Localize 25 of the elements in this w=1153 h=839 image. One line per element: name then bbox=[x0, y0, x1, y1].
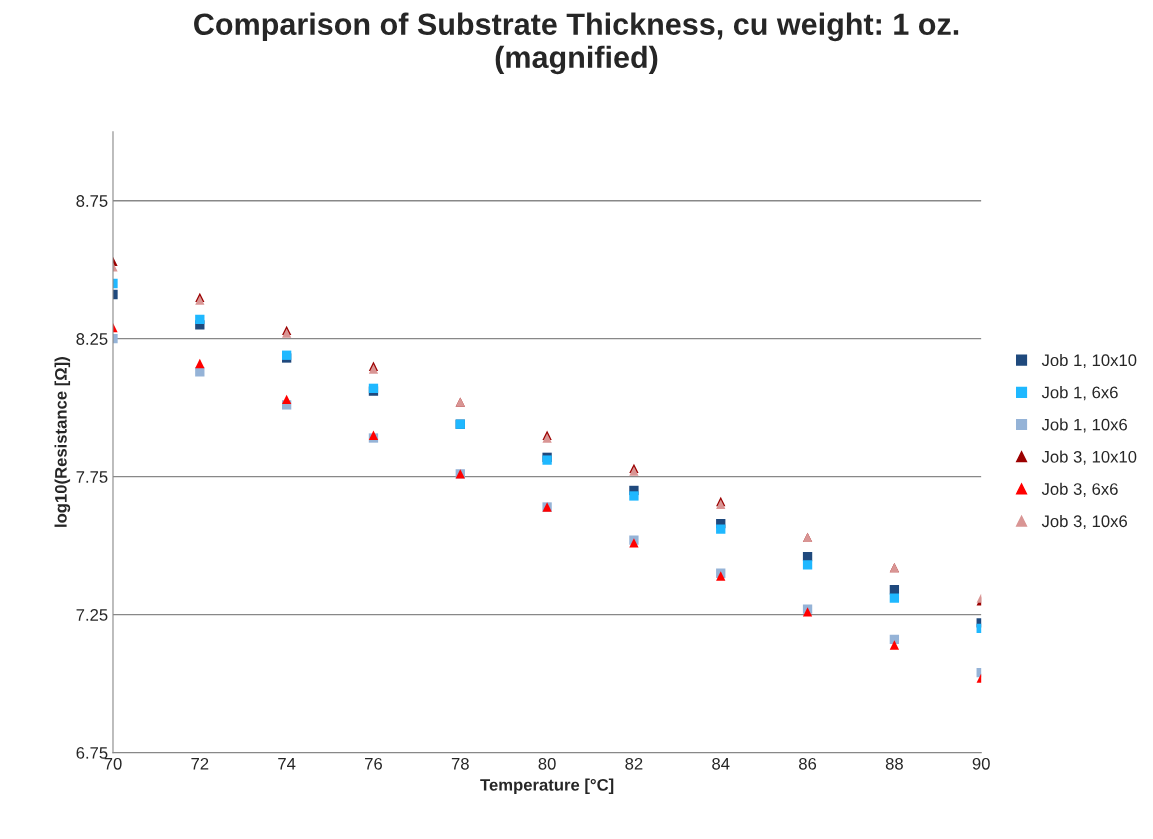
y-tick-label: 8.75 bbox=[76, 195, 108, 207]
y-tick-label: 6.75 bbox=[76, 746, 108, 759]
x-tick-label: 70 bbox=[104, 757, 122, 770]
x-tick-label: 74 bbox=[278, 758, 296, 770]
x-axis-title: Temperature [°C] bbox=[480, 778, 614, 795]
y-tick-label: 8.25 bbox=[76, 333, 108, 345]
legend-label: Job 3, 10x10 bbox=[1041, 450, 1137, 465]
x-tick-label: 86 bbox=[799, 757, 817, 770]
legend-label: Job 3, 6x6 bbox=[1041, 482, 1118, 497]
x-tick-label: 88 bbox=[885, 757, 903, 770]
chart-title: Comparison of Substrate Thickness, cu weight: 1 oz. (magnified) bbox=[194, 12, 959, 75]
x-tick-label: 84 bbox=[712, 757, 730, 770]
legend-label: Job 1, 6x6 bbox=[1041, 386, 1118, 401]
x-tick-label: 78 bbox=[451, 757, 469, 770]
y-tick-label: 7.25 bbox=[76, 609, 108, 621]
x-tick-label: 80 bbox=[538, 757, 556, 770]
x-tick-label: 76 bbox=[365, 757, 382, 770]
x-tick-label: 90 bbox=[972, 757, 990, 770]
legend-label: Job 3, 10x6 bbox=[1041, 514, 1127, 530]
x-tick-label: 72 bbox=[191, 757, 209, 770]
legend-label: Job 1, 10x6 bbox=[1041, 418, 1127, 433]
y-axis-title: log10(Resistance [Ω]) bbox=[54, 357, 71, 527]
x-tick-label: 82 bbox=[625, 757, 643, 770]
legend-label: Job 1, 10x10 bbox=[1041, 353, 1137, 369]
y-tick-label: 7.75 bbox=[76, 471, 108, 483]
